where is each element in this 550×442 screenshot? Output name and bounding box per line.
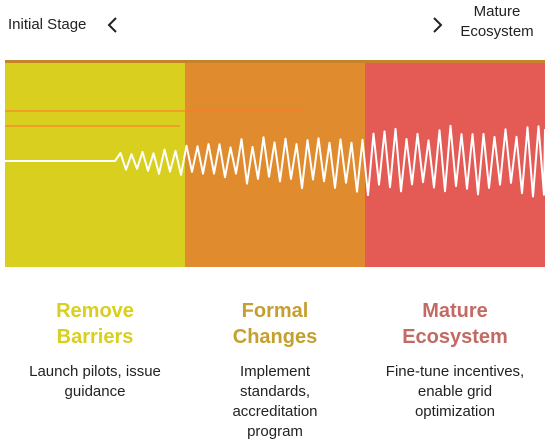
stage-title-line: Barriers: [56, 326, 134, 348]
chevron-left-icon[interactable]: [103, 13, 123, 37]
stage-description: Fine-tune incentives, enable grid optimi…: [365, 362, 545, 422]
stage-desc-line: standards,: [239, 383, 311, 400]
start-stage-label: Initial Stage: [8, 16, 87, 33]
end-stage-label: Mature Ecosystem: [452, 2, 542, 42]
stage-desc-line: optimization: [414, 403, 496, 420]
end-label-line-1: Mature: [473, 3, 521, 20]
stage-desc-line: accreditation: [232, 403, 318, 420]
stage-band-remove-barriers: [5, 60, 186, 267]
stage-title: Mature Ecosystem: [365, 298, 545, 350]
stage-desc-line: Implement: [239, 363, 311, 380]
stage-title-line: Mature: [422, 300, 488, 322]
stage-desc-line: Fine-tune incentives,: [385, 363, 525, 380]
stage-desc-line: enable grid: [417, 383, 493, 400]
stage-title-line: Ecosystem: [402, 326, 508, 348]
band-top-strip: [5, 60, 545, 63]
stage-title: Remove Barriers: [5, 298, 185, 350]
end-label-line-2: Ecosystem: [460, 23, 534, 40]
stage-description: Implement standards, accreditation progr…: [185, 362, 365, 442]
stage-mature-ecosystem: Mature Ecosystem Fine-tune incentives, e…: [365, 298, 545, 422]
stage-title-line: Changes: [232, 326, 318, 348]
stage-title-line: Formal: [241, 300, 309, 322]
stage-band-mature-ecosystem: [365, 60, 545, 267]
stage-remove-barriers: Remove Barriers Launch pilots, issue gui…: [5, 298, 185, 402]
progression-band: [5, 60, 545, 267]
chevron-right-icon[interactable]: [427, 13, 447, 37]
stage-title: Formal Changes: [185, 298, 365, 350]
stage-formal-changes: Formal Changes Implement standards, accr…: [185, 298, 365, 442]
stage-title-line: Remove: [56, 300, 134, 322]
stage-desc-line: guidance: [64, 383, 126, 400]
stage-desc-line: program: [247, 423, 303, 440]
stage-desc-line: Launch pilots, issue: [29, 363, 161, 380]
progression-band-graphic: [5, 60, 545, 267]
signal-wave: [5, 124, 545, 198]
stage-description: Launch pilots, issue guidance: [5, 362, 185, 402]
